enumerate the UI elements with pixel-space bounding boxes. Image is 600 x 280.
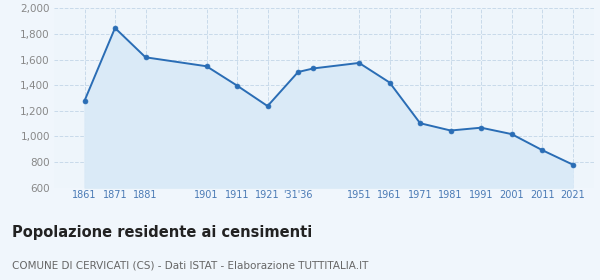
Text: COMUNE DI CERVICATI (CS) - Dati ISTAT - Elaborazione TUTTITALIA.IT: COMUNE DI CERVICATI (CS) - Dati ISTAT - … [12,261,368,271]
Text: Popolazione residente ai censimenti: Popolazione residente ai censimenti [12,225,312,240]
